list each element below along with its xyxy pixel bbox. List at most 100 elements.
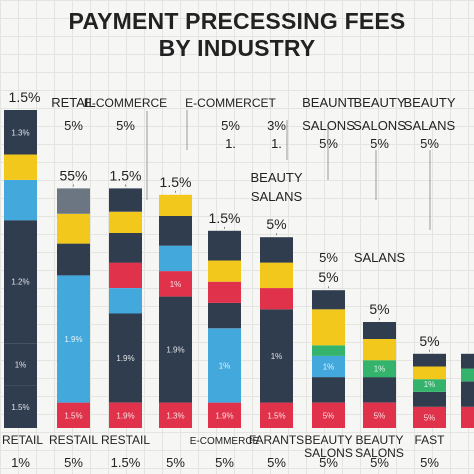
floating-label: E-COMMERCE <box>84 96 167 110</box>
segment-label: 1% <box>15 360 27 369</box>
bar-segment <box>109 288 142 314</box>
bar-segment <box>4 343 37 386</box>
bar-segment <box>413 366 446 380</box>
bar: 1.5% 1.9% <box>57 188 90 428</box>
bar-segment <box>109 233 142 263</box>
bar-segment <box>57 243 90 276</box>
bar-top-value: 5% <box>266 216 286 232</box>
bar-segment <box>312 402 345 428</box>
floating-label: 3% <box>267 118 286 133</box>
bar-segment <box>4 154 37 180</box>
floating-label: SALONS <box>302 118 355 133</box>
segment-label: 1% <box>424 380 436 389</box>
bar-segment <box>4 110 37 155</box>
bar-segment <box>363 402 396 428</box>
bar-segment <box>109 313 142 403</box>
floating-label: 5% <box>420 136 439 151</box>
category-label: SALONS <box>355 446 404 460</box>
bar-segment <box>312 377 345 403</box>
segment-label: 1.5% <box>64 411 82 420</box>
bar-segment <box>159 194 192 216</box>
category-label: RETAIL <box>2 433 43 447</box>
segment-label: 1.9% <box>116 354 134 363</box>
segment-label: 1% <box>219 362 231 371</box>
bar-segment <box>413 406 446 428</box>
chart-title-line-2: BY INDUSTRY <box>158 35 316 61</box>
bar-segment <box>260 288 293 310</box>
bar-top-value: 5% <box>369 301 389 317</box>
bar-segment <box>461 406 474 428</box>
segment-label: 1.5% <box>267 411 285 420</box>
bar-segment <box>363 377 396 403</box>
segment-label: 1.9% <box>116 411 134 420</box>
floating-label: 5% <box>319 136 338 151</box>
bar-top-value: 1.5% <box>9 89 41 105</box>
bar-segment <box>208 328 241 403</box>
bottom-value-label: 5% <box>319 455 338 470</box>
bar-segment <box>260 309 293 403</box>
segment-label: 1.3% <box>166 411 184 420</box>
floating-label: BEAUTY <box>353 95 405 110</box>
floating-label: RETAIL <box>51 95 96 110</box>
bar-segment <box>208 402 241 428</box>
floating-label: SALANS <box>354 250 406 265</box>
segment-label: 5% <box>374 411 386 420</box>
segment-label: 1% <box>374 365 386 374</box>
segment-label: 1.5% <box>11 403 29 412</box>
bar-segment <box>109 211 142 233</box>
segment-label: 1% <box>170 280 182 289</box>
bar-segment <box>109 262 142 288</box>
bar-top-value: 5% <box>419 333 439 349</box>
floating-label: BEAUTY <box>403 95 455 110</box>
bar: 5% 1% <box>413 353 446 428</box>
bar-segment <box>312 290 345 310</box>
bottom-value-label: 1.5% <box>111 455 141 470</box>
bar-segment <box>363 322 396 339</box>
bar-segment <box>363 339 396 361</box>
floating-label: 1. <box>225 136 236 151</box>
bar-segment <box>312 355 345 378</box>
bottom-value-label: 5% <box>215 455 234 470</box>
bar-top-value: 1.5% <box>209 210 241 226</box>
bottom-value-label: 5% <box>64 455 83 470</box>
bar-segment <box>208 260 241 282</box>
bottom-value-label: 5% <box>370 455 389 470</box>
bar: 1.5% 1% <box>260 237 293 428</box>
floating-label: E-COMMERCET <box>185 96 276 110</box>
bar: 5% 1% <box>312 290 345 428</box>
segment-label: 1% <box>323 363 335 372</box>
bar-segment <box>413 392 446 407</box>
bar: 5% 1% <box>363 322 396 428</box>
bar-segment <box>461 368 474 382</box>
bar-segment <box>461 353 474 369</box>
segment-label: 1.9% <box>64 335 82 344</box>
segment-label: 5% <box>424 413 436 422</box>
bottom-value-label: 1% <box>11 455 30 470</box>
floating-label: BEAUNT <box>302 95 355 110</box>
segment-label: 1.9% <box>215 411 233 420</box>
floating-label: SALANS <box>404 118 456 133</box>
category-label: FARANTS <box>249 433 304 447</box>
bar: 1.9% 1.9% <box>109 188 142 428</box>
segment-label: 1.9% <box>166 346 184 355</box>
floating-label: 5% <box>116 118 135 133</box>
bar-segment <box>4 220 37 344</box>
bar-segment <box>208 302 241 329</box>
segment-label: 5% <box>323 411 335 420</box>
floating-label: 5% <box>370 136 389 151</box>
bar-segment <box>159 216 192 246</box>
bar-segment <box>208 281 241 303</box>
bar-segment <box>260 402 293 428</box>
floating-label: SALANS <box>251 189 303 204</box>
bar-segment <box>57 188 90 214</box>
floating-label: 1. <box>271 136 282 151</box>
category-label: FAST <box>414 433 445 447</box>
floating-label: 5% <box>64 118 83 133</box>
bar: 1.5% 1% 1.2% 1.3% <box>4 110 37 428</box>
category-label: RESTAIL <box>49 433 98 447</box>
bar-segment <box>312 345 345 356</box>
bar: 1.3% 1.9% 1% <box>159 194 192 428</box>
bar-segment <box>159 245 192 272</box>
bar-segment <box>57 402 90 428</box>
